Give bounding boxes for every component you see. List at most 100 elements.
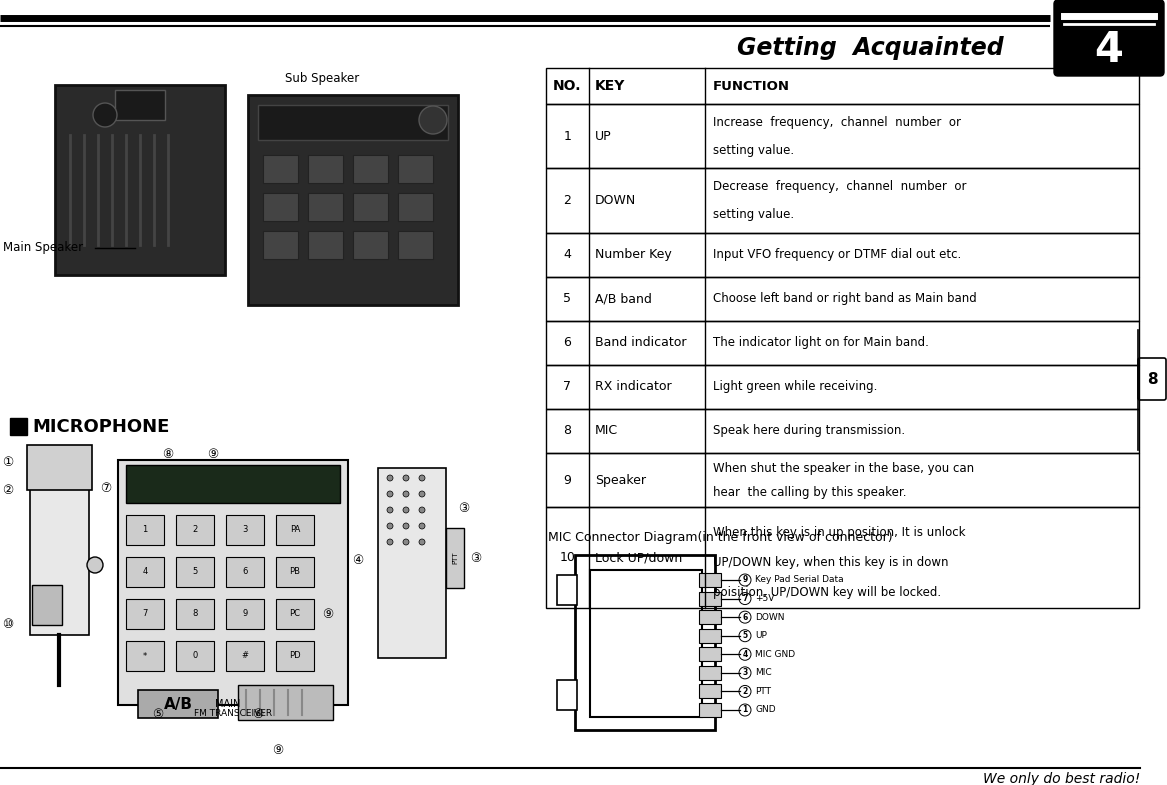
Bar — [699, 666, 721, 680]
Text: PB: PB — [289, 568, 300, 576]
Bar — [546, 364, 1139, 408]
Bar — [277, 557, 314, 587]
Bar — [263, 193, 298, 221]
Text: Key Pad Serial Data: Key Pad Serial Data — [755, 575, 844, 585]
Text: hear  the calling by this speaker.: hear the calling by this speaker. — [713, 487, 907, 499]
Bar — [557, 680, 576, 710]
Bar — [546, 507, 1139, 608]
Circle shape — [387, 539, 393, 545]
Circle shape — [387, 475, 393, 481]
Bar — [378, 468, 446, 658]
Text: 4: 4 — [564, 248, 572, 261]
Bar — [546, 68, 1139, 104]
Text: Decrease  frequency,  channel  number  or: Decrease frequency, channel number or — [713, 180, 966, 193]
Bar — [11, 418, 27, 435]
Bar — [126, 465, 340, 503]
Bar — [126, 515, 165, 545]
Text: ⑦: ⑦ — [100, 481, 112, 495]
Circle shape — [419, 475, 425, 481]
Text: A/B: A/B — [163, 696, 193, 711]
Text: MIC: MIC — [755, 668, 771, 677]
Bar — [699, 648, 721, 661]
Bar — [352, 231, 387, 259]
Text: MIC GND: MIC GND — [755, 650, 795, 659]
Text: ②: ② — [2, 484, 14, 496]
Text: 2: 2 — [193, 525, 197, 535]
Text: poisition, UP/DOWN key will be locked.: poisition, UP/DOWN key will be locked. — [713, 586, 941, 600]
Bar — [699, 573, 721, 587]
Bar — [546, 408, 1139, 452]
Bar — [249, 95, 457, 305]
Bar — [126, 641, 165, 671]
Circle shape — [419, 491, 425, 497]
Text: 7: 7 — [142, 609, 148, 619]
Bar — [238, 685, 333, 720]
Text: KEY: KEY — [595, 79, 626, 93]
Text: PA: PA — [289, 525, 300, 535]
Text: 5: 5 — [193, 568, 197, 576]
Text: setting value.: setting value. — [713, 208, 795, 221]
Text: ⑧: ⑧ — [162, 447, 174, 461]
Text: UP: UP — [755, 631, 767, 641]
Circle shape — [419, 507, 425, 513]
Bar — [699, 610, 721, 624]
Text: ⑨: ⑨ — [208, 447, 218, 461]
Circle shape — [739, 612, 752, 623]
Bar — [277, 599, 314, 629]
Circle shape — [739, 630, 752, 641]
Text: ⑥: ⑥ — [252, 709, 264, 721]
Text: 3: 3 — [243, 525, 247, 535]
Circle shape — [739, 666, 752, 679]
Circle shape — [403, 523, 408, 529]
Text: GND: GND — [755, 706, 776, 714]
Bar — [126, 599, 165, 629]
Bar — [263, 155, 298, 183]
Text: Speaker: Speaker — [595, 473, 645, 487]
Bar — [308, 231, 343, 259]
Bar — [226, 599, 264, 629]
Text: 9: 9 — [243, 609, 247, 619]
Text: Band indicator: Band indicator — [595, 336, 686, 349]
Bar — [138, 690, 218, 718]
Text: 8: 8 — [193, 609, 197, 619]
Circle shape — [387, 507, 393, 513]
Bar — [308, 193, 343, 221]
Text: When this key is in up position, It is unlock: When this key is in up position, It is u… — [713, 526, 965, 539]
Text: 2: 2 — [564, 194, 572, 207]
Text: 5: 5 — [742, 631, 748, 641]
Bar — [226, 641, 264, 671]
Text: RX indicator: RX indicator — [595, 380, 671, 393]
Bar — [546, 276, 1139, 320]
Text: MIC: MIC — [595, 424, 619, 437]
Text: PD: PD — [289, 652, 301, 660]
Bar — [258, 105, 448, 140]
Text: Sub Speaker: Sub Speaker — [285, 72, 359, 85]
Bar — [30, 475, 89, 635]
Bar — [226, 557, 264, 587]
Bar — [263, 231, 298, 259]
Text: MICROPHONE: MICROPHONE — [32, 418, 169, 436]
Text: 7: 7 — [742, 594, 748, 603]
Bar — [398, 155, 433, 183]
Circle shape — [739, 574, 752, 586]
Text: 4: 4 — [742, 650, 748, 659]
Circle shape — [419, 539, 425, 545]
Circle shape — [403, 539, 408, 545]
Circle shape — [88, 557, 103, 573]
Text: 2: 2 — [742, 687, 748, 696]
Bar — [546, 232, 1139, 276]
Circle shape — [403, 507, 408, 513]
Circle shape — [739, 593, 752, 604]
Text: ④: ④ — [352, 553, 364, 567]
Bar — [27, 445, 92, 490]
Text: Speak here during transmission.: Speak here during transmission. — [713, 424, 906, 437]
Circle shape — [739, 704, 752, 716]
Text: *: * — [142, 652, 147, 660]
Text: 1: 1 — [142, 525, 147, 535]
Text: A/B band: A/B band — [595, 292, 651, 305]
Text: DOWN: DOWN — [755, 612, 784, 622]
Circle shape — [387, 491, 393, 497]
Bar — [699, 629, 721, 643]
Text: The indicator light on for Main band.: The indicator light on for Main band. — [713, 336, 929, 349]
Circle shape — [419, 523, 425, 529]
